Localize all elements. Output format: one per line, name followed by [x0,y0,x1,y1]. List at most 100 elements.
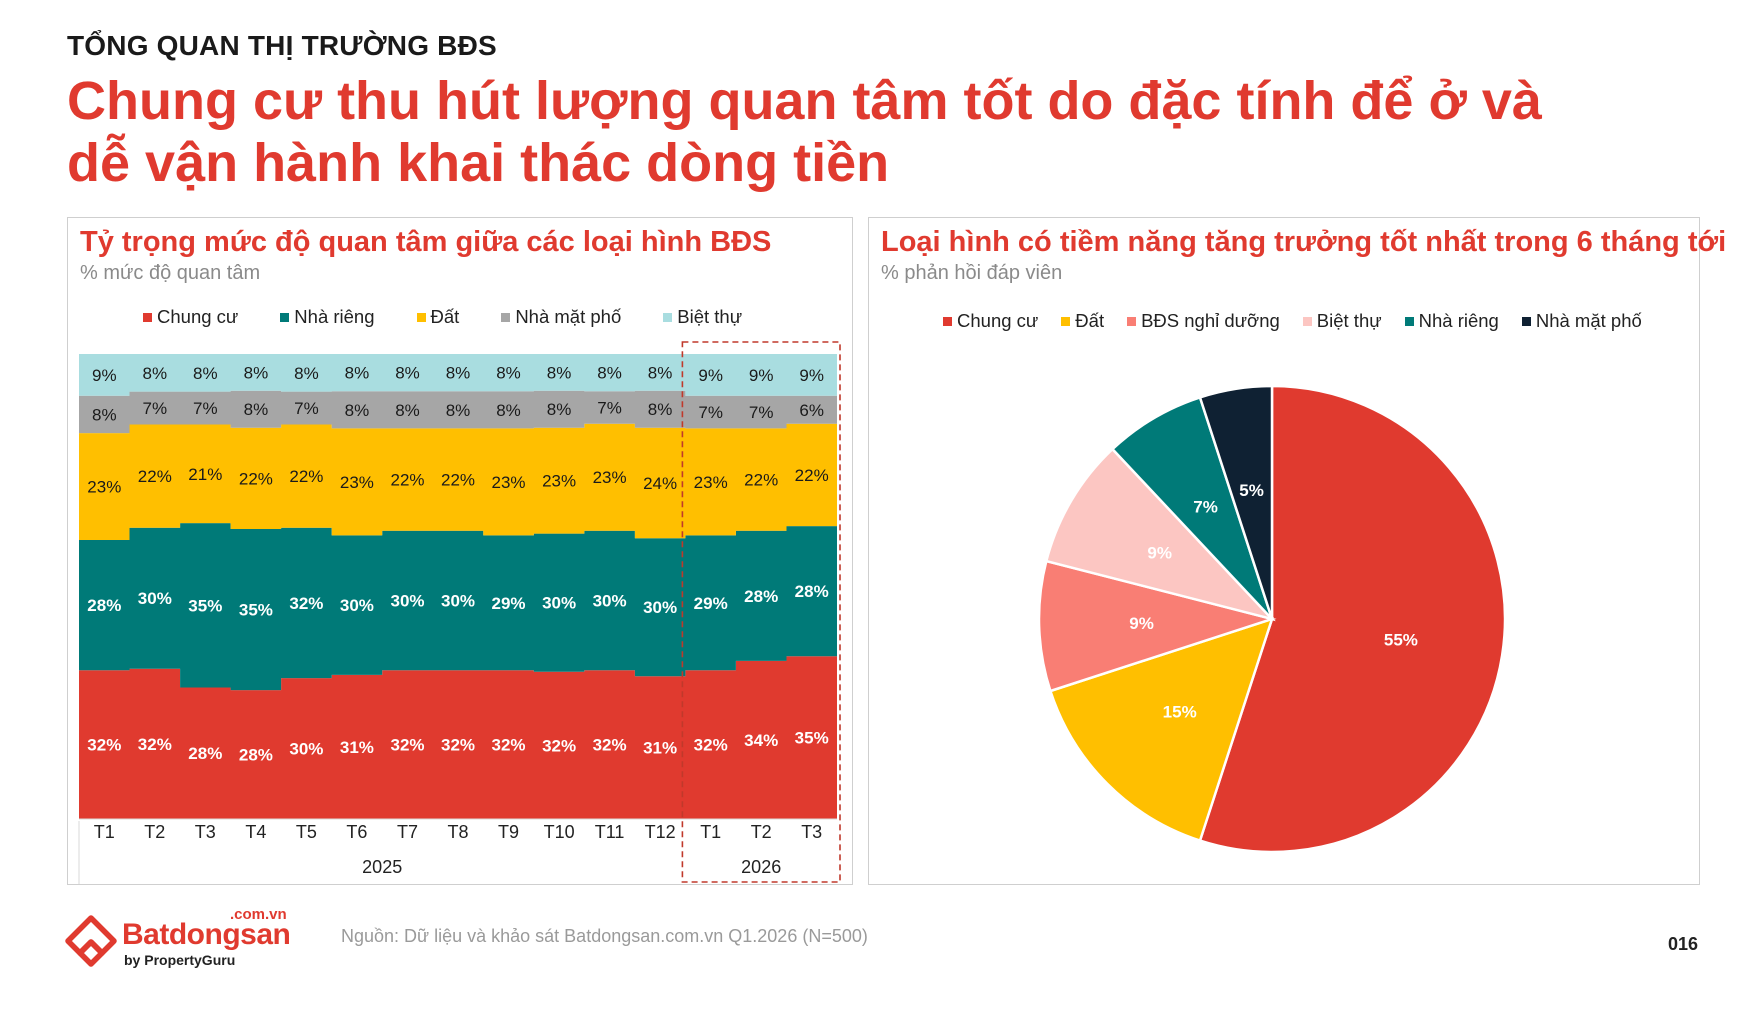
pie-slice-biet-thu [1044,447,1276,622]
area-band-nha-mat-pho [79,390,837,434]
data-label-nha-rieng: 28% [744,587,778,606]
batdongsan-logo-icon [65,915,117,967]
pie-slice-chung-cu [1198,384,1507,854]
data-label-nha-mat-pho: 7% [193,399,218,418]
pie-chart-subtitle: % phản hồi đáp viên [881,262,1063,284]
data-label-chung-cu: 35% [795,729,829,748]
legend-swatch [663,312,673,322]
highlight-2026-box [681,341,841,883]
logo-name: Batdongsan [122,918,291,951]
data-label-nha-mat-pho: 8% [496,401,521,420]
data-label-dat: 23% [694,473,728,492]
data-label-biet-thu: 8% [143,364,168,383]
area-chart-subtitle: % mức độ quan tâm [80,262,261,284]
legend-label: Nhà mặt phố [515,306,622,327]
group-label-2026: 2026 [741,857,781,877]
area-legend-biet-thu: Biệt thự [663,306,742,328]
data-label-nha-mat-pho: 8% [244,400,269,419]
legend-swatch [143,312,152,322]
stacked-area-panel: 32% 32% 28% 28% 30% 31% 32% 32% 32% 32% 32% 31% 32% 3… [67,217,853,885]
pie-label-chung-cu: 55% [1384,630,1418,649]
data-label-chung-cu: 28% [188,744,222,763]
x-tick-label: T5 [296,822,317,842]
pie-slice-dat [1048,617,1274,843]
data-label-dat: 23% [87,478,121,497]
pie-label-bds-nghi-duong: 9% [1129,614,1154,633]
pie-chart: 55% 15% 9% 9% 7% 5% [1037,384,1507,854]
legend-label: Biệt thự [1316,310,1382,331]
data-label-nha-rieng: 30% [593,592,627,611]
x-tick-label: T6 [346,822,367,842]
data-label-chung-cu: 32% [542,736,576,755]
legend-label: Biệt thự [677,306,743,327]
x-tick-label: T2 [751,822,772,842]
pie-legend-nha-rieng: Nhà riêng [1404,310,1499,332]
data-label-biet-thu: 8% [294,364,319,383]
data-label-biet-thu: 9% [92,366,117,385]
legend-swatch [943,316,952,326]
data-label-chung-cu: 32% [491,736,525,755]
data-label-nha-rieng: 30% [643,598,677,617]
data-label-dat: 22% [441,471,475,490]
headline-line-1: Chung cư thu hút lượng quan tâm tốt do đ… [67,71,1542,131]
data-label-nha-mat-pho: 8% [648,400,673,419]
x-tick-label: T2 [144,822,165,842]
data-label-nha-mat-pho: 7% [143,399,168,418]
x-tick-label: T12 [645,822,676,842]
data-label-nha-mat-pho: 8% [92,405,117,424]
pie-label-nha-rieng: 7% [1193,498,1218,517]
pie-label-biet-thu: 9% [1147,544,1172,563]
data-label-nha-mat-pho: 8% [395,401,420,420]
area-chart-title: Tỷ trọng mức độ quan tâm giữa các loại h… [80,226,772,258]
x-tick-label: T8 [447,822,468,842]
x-tick-label: T3 [195,822,216,842]
data-label-nha-mat-pho: 6% [799,401,824,420]
data-label-biet-thu: 8% [395,364,420,383]
legend-label: BĐS nghỉ dưỡng [1141,310,1280,331]
legend-swatch [416,312,426,322]
x-tick-label: T3 [801,822,822,842]
pie-legend-dat: Đất [1061,310,1104,332]
data-label-chung-cu: 31% [643,739,677,758]
pie-label-dat: 15% [1163,702,1197,721]
headline-line-2: dễ vận hành khai thác dòng tiền [67,133,890,193]
stacked-area-chart: 32% 32% 28% 28% 30% 31% 32% 32% 32% 32% 32% 31% 32% 3… [78,341,841,884]
data-label-biet-thu: 8% [193,364,218,383]
group-label-2025: 2025 [362,857,402,877]
data-label-biet-thu: 9% [799,366,824,385]
area-band-dat [79,423,837,540]
data-label-nha-mat-pho: 8% [446,401,471,420]
source-note: Nguồn: Dữ liệu và khảo sát Batdongsan.co… [341,926,868,946]
pie-legend-nha-mat-pho: Nhà mặt phố [1521,310,1642,332]
page-number: 016 [1668,934,1699,954]
data-label-biet-thu: 8% [496,364,521,383]
data-label-chung-cu: 32% [87,736,121,755]
data-label-nha-rieng: 30% [441,592,475,611]
data-label-dat: 23% [340,473,374,492]
legend-label: Nhà mặt phố [1535,310,1642,331]
legend-label: Nhà riêng [294,306,375,327]
pie-slice-nha-rieng [1110,395,1274,620]
x-tick-label: T11 [595,822,625,842]
legend-swatch [1127,316,1137,326]
data-label-nha-rieng: 30% [390,592,424,611]
page-headline: Chung cư thu hút lượng quan tâm tốt do đ… [67,70,1707,194]
data-label-chung-cu: 32% [390,736,424,755]
data-label-dat: 21% [188,465,222,484]
area-legend-nha-rieng: Nhà riêng [280,306,375,328]
logo-domain: .com.vn [230,906,287,923]
legend-label: Đất [430,306,460,327]
legend-label: Nhà riêng [1418,310,1499,331]
data-label-dat: 22% [138,467,172,486]
data-label-biet-thu: 8% [648,363,673,382]
data-label-chung-cu: 34% [744,731,778,750]
area-band-nha-rieng [79,523,837,691]
pie-chart-title: Loại hình có tiềm năng tăng trưởng tốt n… [881,226,1727,258]
pie-legend-biet-thu: Biệt thự [1302,310,1382,332]
data-label-nha-mat-pho: 8% [345,401,370,420]
data-label-nha-mat-pho: 7% [294,399,319,418]
data-label-nha-rieng: 28% [795,582,829,601]
brand-logo: .com.vn Batdongsan by PropertyGuru [62,906,292,968]
data-label-chung-cu: 31% [340,738,374,757]
data-label-nha-mat-pho: 7% [749,403,774,422]
